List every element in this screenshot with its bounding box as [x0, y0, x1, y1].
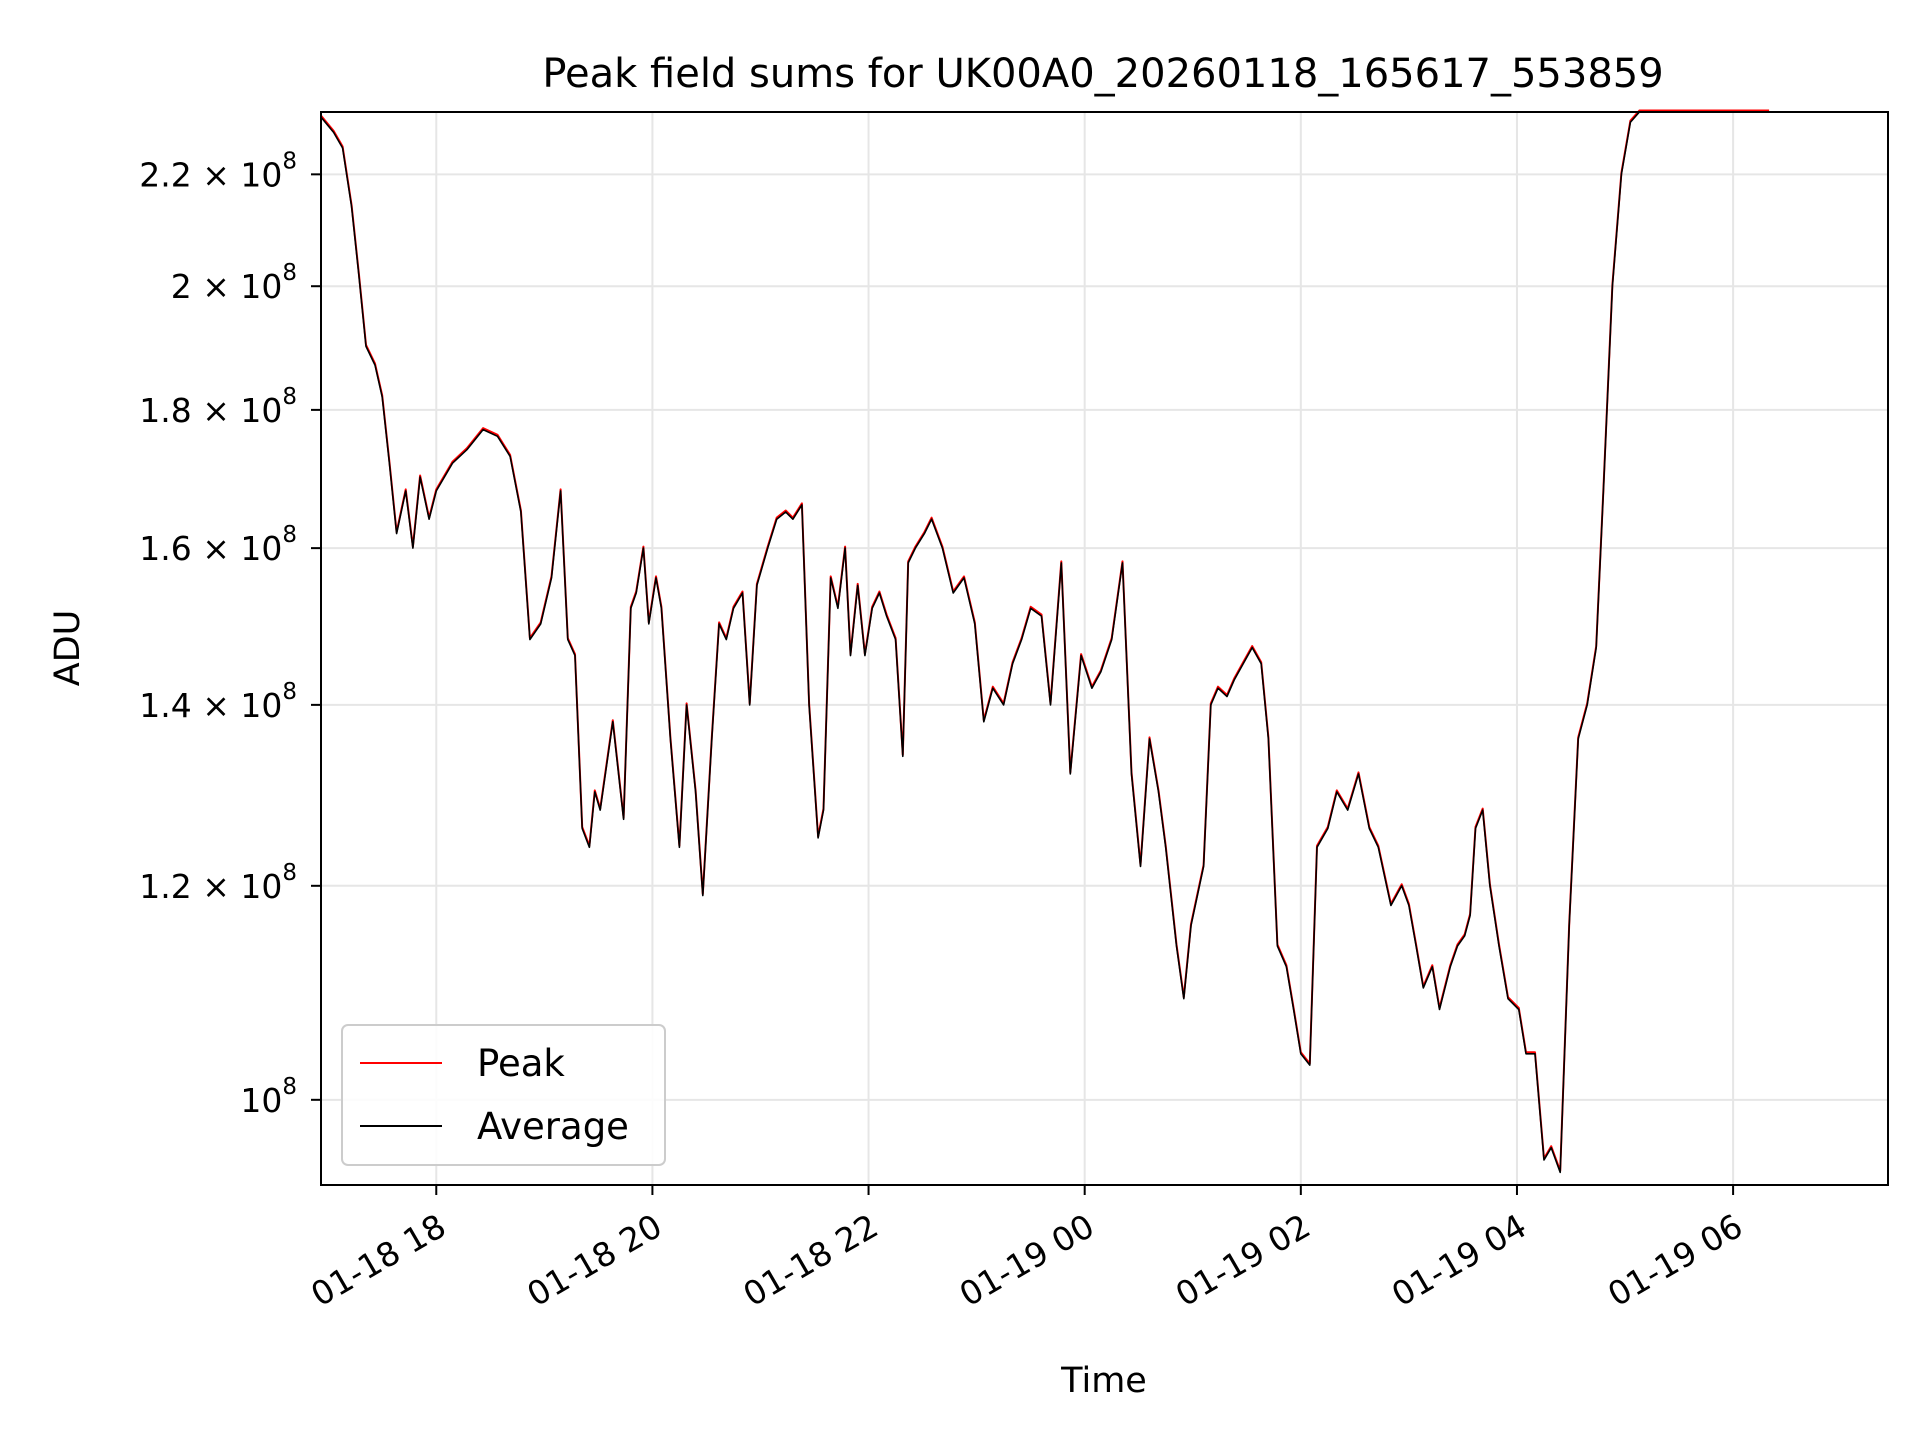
plot-frame	[320, 111, 1889, 1186]
y-tick-label: 2.2 × 108	[139, 148, 297, 194]
x-axis-label: Time	[1060, 1361, 1147, 1401]
y-tick-exponent: 8	[282, 522, 297, 548]
chart-title: Peak field sums for UK00A0_20260118_1656…	[542, 51, 1663, 97]
y-tick-exponent: 8	[282, 860, 297, 886]
y-tick-exponent: 8	[282, 260, 297, 286]
y-tick-label: 1.8 × 108	[139, 384, 297, 430]
legend-box	[341, 1024, 666, 1166]
grid	[321, 112, 1888, 1185]
y-tick-exponent: 8	[282, 1074, 297, 1100]
y-tick-exponent: 8	[282, 384, 297, 410]
y-tick-label: 1.2 × 108	[139, 860, 297, 906]
y-tick-label: 1.4 × 108	[139, 679, 297, 725]
y-axis-label: ADU	[48, 610, 88, 687]
series-line-average	[320, 111, 1770, 1174]
y-tick-label: 2 × 108	[171, 260, 297, 306]
y-tick-exponent: 8	[282, 148, 297, 174]
legend-label-peak: Peak	[477, 1042, 565, 1085]
legend: Peak Average	[341, 1024, 666, 1166]
series-lines	[320, 109, 1770, 1174]
y-tick-label: 1.6 × 108	[139, 522, 297, 568]
legend-label-average: Average	[477, 1105, 629, 1148]
y-tick-exponent: 8	[282, 679, 297, 705]
